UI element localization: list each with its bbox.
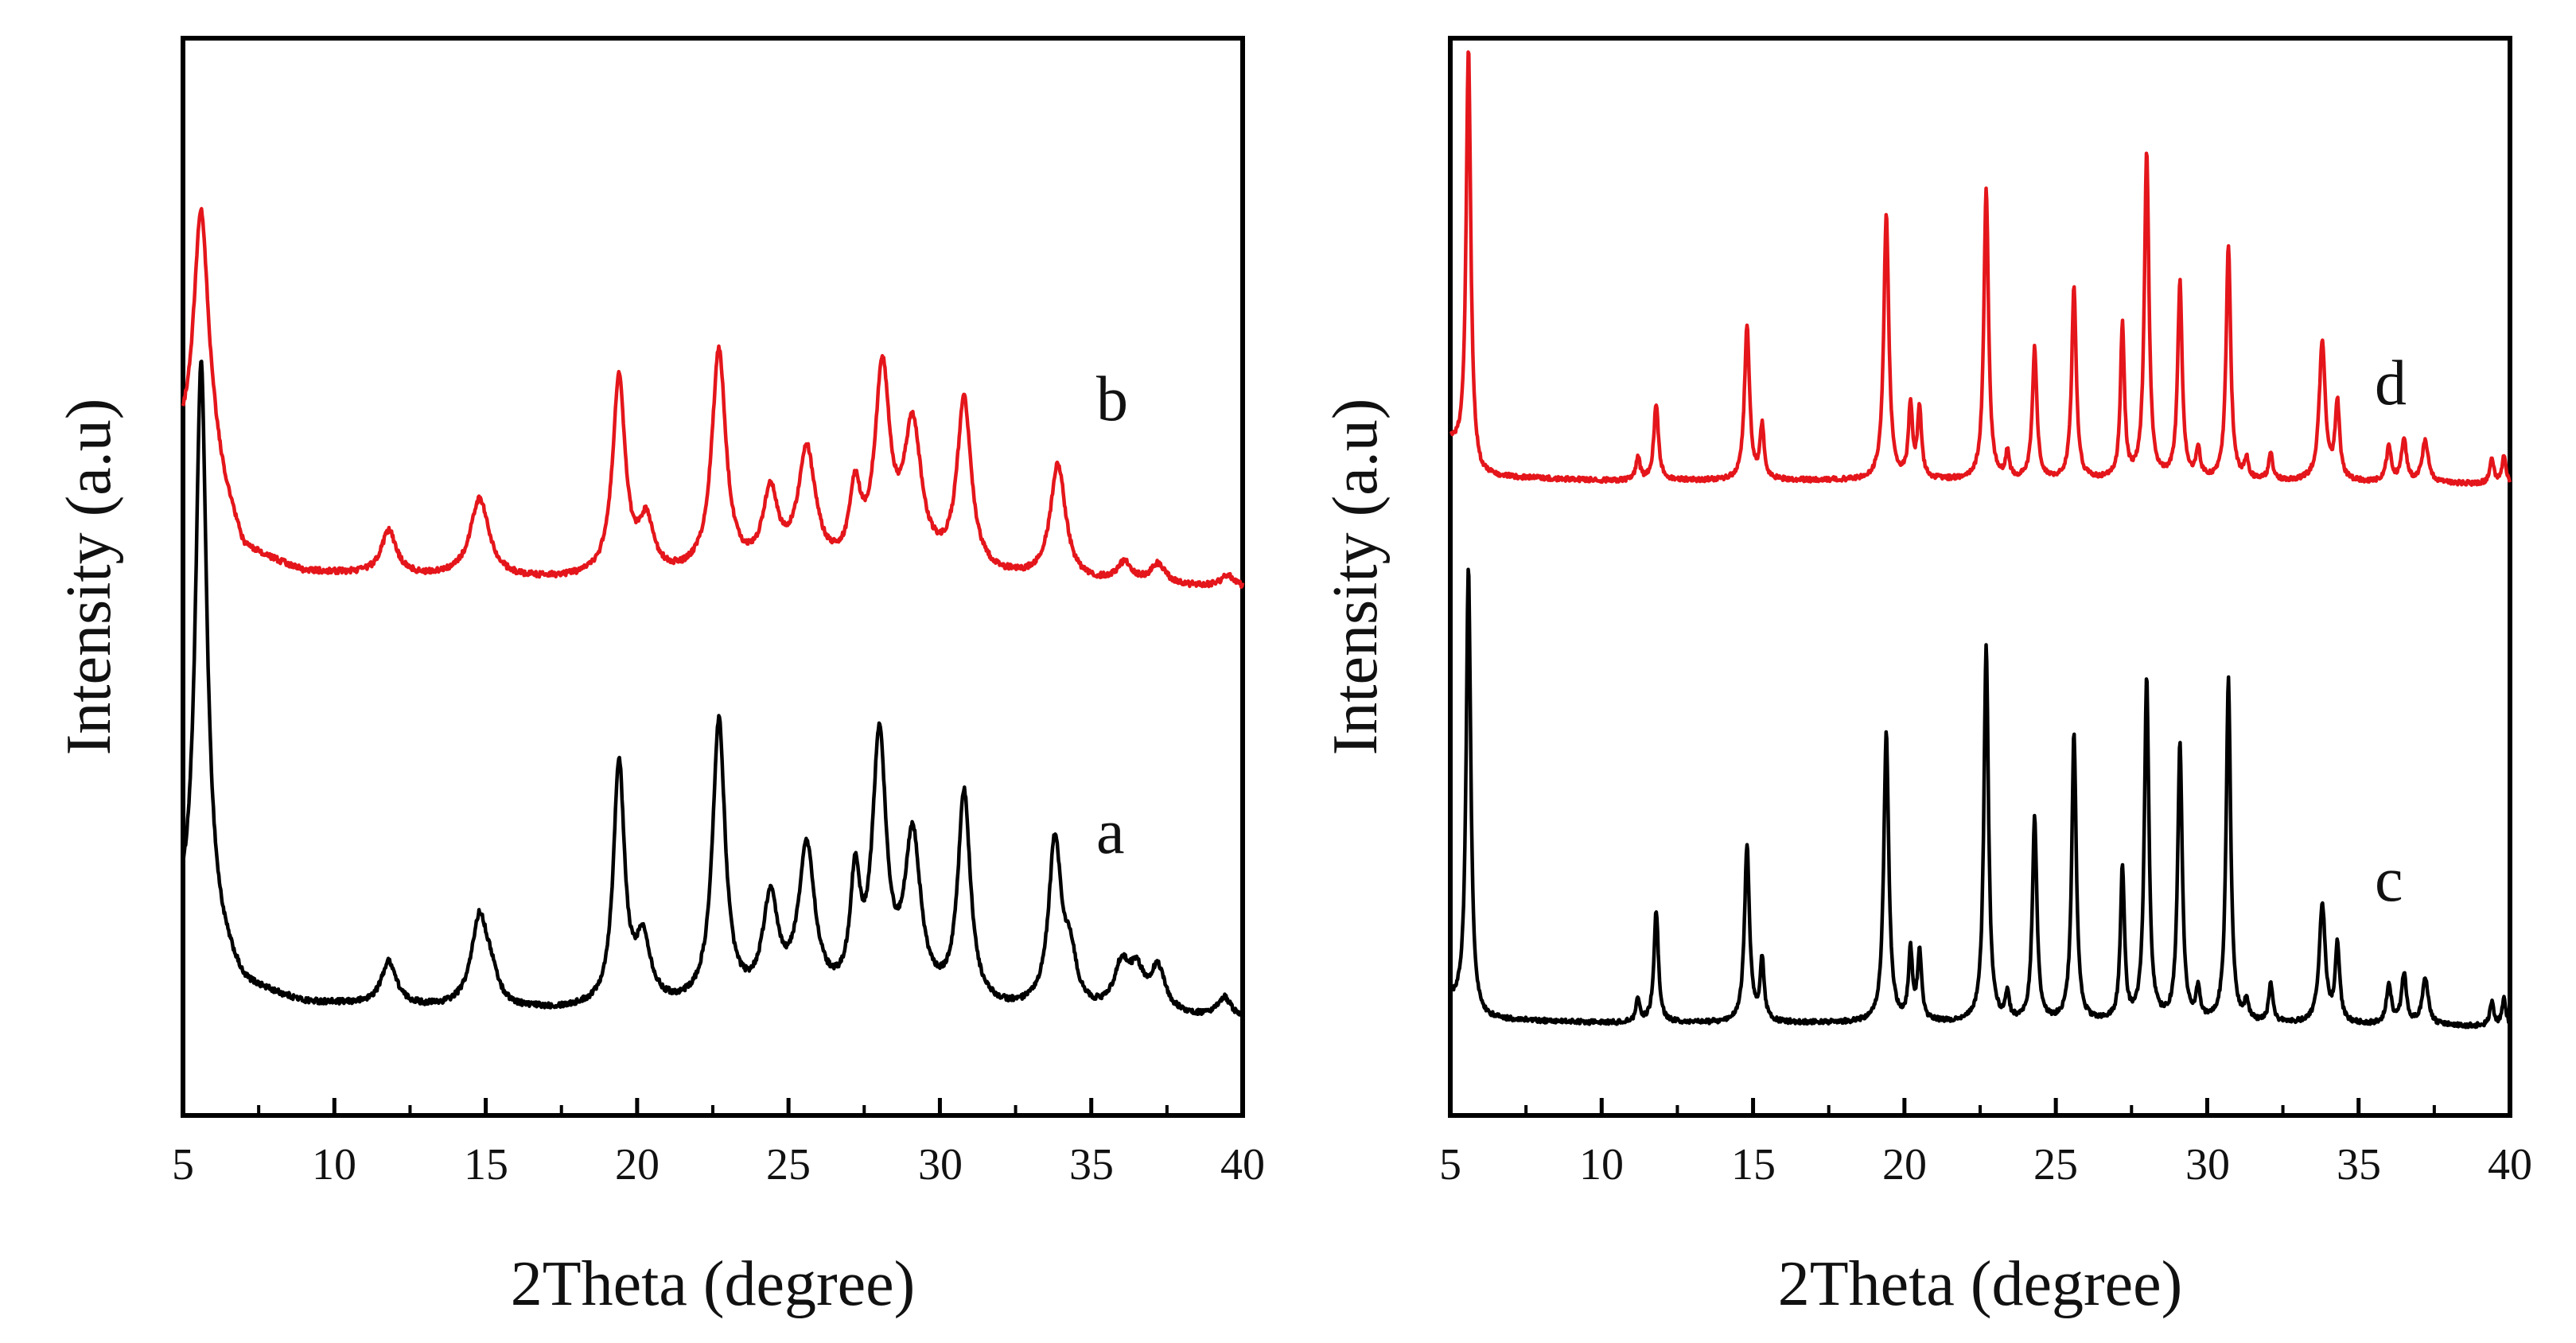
- right-y-axis-title: Intensity (a.u): [1321, 399, 1391, 756]
- series-line-c: [1449, 567, 2512, 1030]
- left-x-tick-label: 40: [1220, 1140, 1265, 1189]
- left-x-tick-label: 5: [172, 1140, 194, 1189]
- series-line-b: [181, 207, 1245, 590]
- left-plot-frame: [181, 36, 1245, 1118]
- right-x-tick-label: 30: [2185, 1140, 2230, 1189]
- right-x-axis-title: 2Theta (degree): [1778, 1249, 2183, 1319]
- right-panel: 5 10 15 20 25 30 35 40 2Theta (degree) I…: [1321, 36, 2532, 1319]
- left-x-tick-label: 35: [1069, 1140, 1114, 1189]
- right-x-tick-label: 10: [1579, 1140, 1624, 1189]
- series-label-c: c: [2375, 845, 2403, 915]
- right-x-tick-label: 20: [1882, 1140, 1927, 1189]
- right-x-tick-label: 40: [2488, 1140, 2532, 1189]
- series-label-a: a: [1096, 797, 1125, 867]
- series-label-d: d: [2375, 348, 2407, 418]
- left-x-ticks: [181, 1098, 1245, 1115]
- right-x-ticks: [1448, 1098, 2512, 1115]
- left-x-tick-label: 30: [918, 1140, 963, 1189]
- left-x-tick-label: 25: [766, 1140, 811, 1189]
- left-x-tick-label: 15: [464, 1140, 508, 1189]
- left-panel: 5 10 15 20 25 30 35 40 2Theta (degree) I…: [54, 36, 1265, 1319]
- right-series-group: [1449, 50, 2512, 1030]
- series-line-a: [181, 359, 1245, 1018]
- series-line-d: [1449, 50, 2512, 487]
- left-x-axis-title: 2Theta (degree): [511, 1249, 916, 1319]
- series-label-b: b: [1096, 364, 1128, 434]
- right-x-tick-label: 35: [2337, 1140, 2381, 1189]
- right-x-tick-label: 25: [2033, 1140, 2078, 1189]
- right-x-tick-label: 15: [1731, 1140, 1776, 1189]
- right-x-tick-label: 5: [1439, 1140, 1461, 1189]
- left-series-group: [181, 207, 1245, 1018]
- left-x-tick-label: 20: [615, 1140, 660, 1189]
- left-x-tick-label: 10: [312, 1140, 356, 1189]
- left-y-axis-title: Intensity (a.u): [54, 399, 124, 756]
